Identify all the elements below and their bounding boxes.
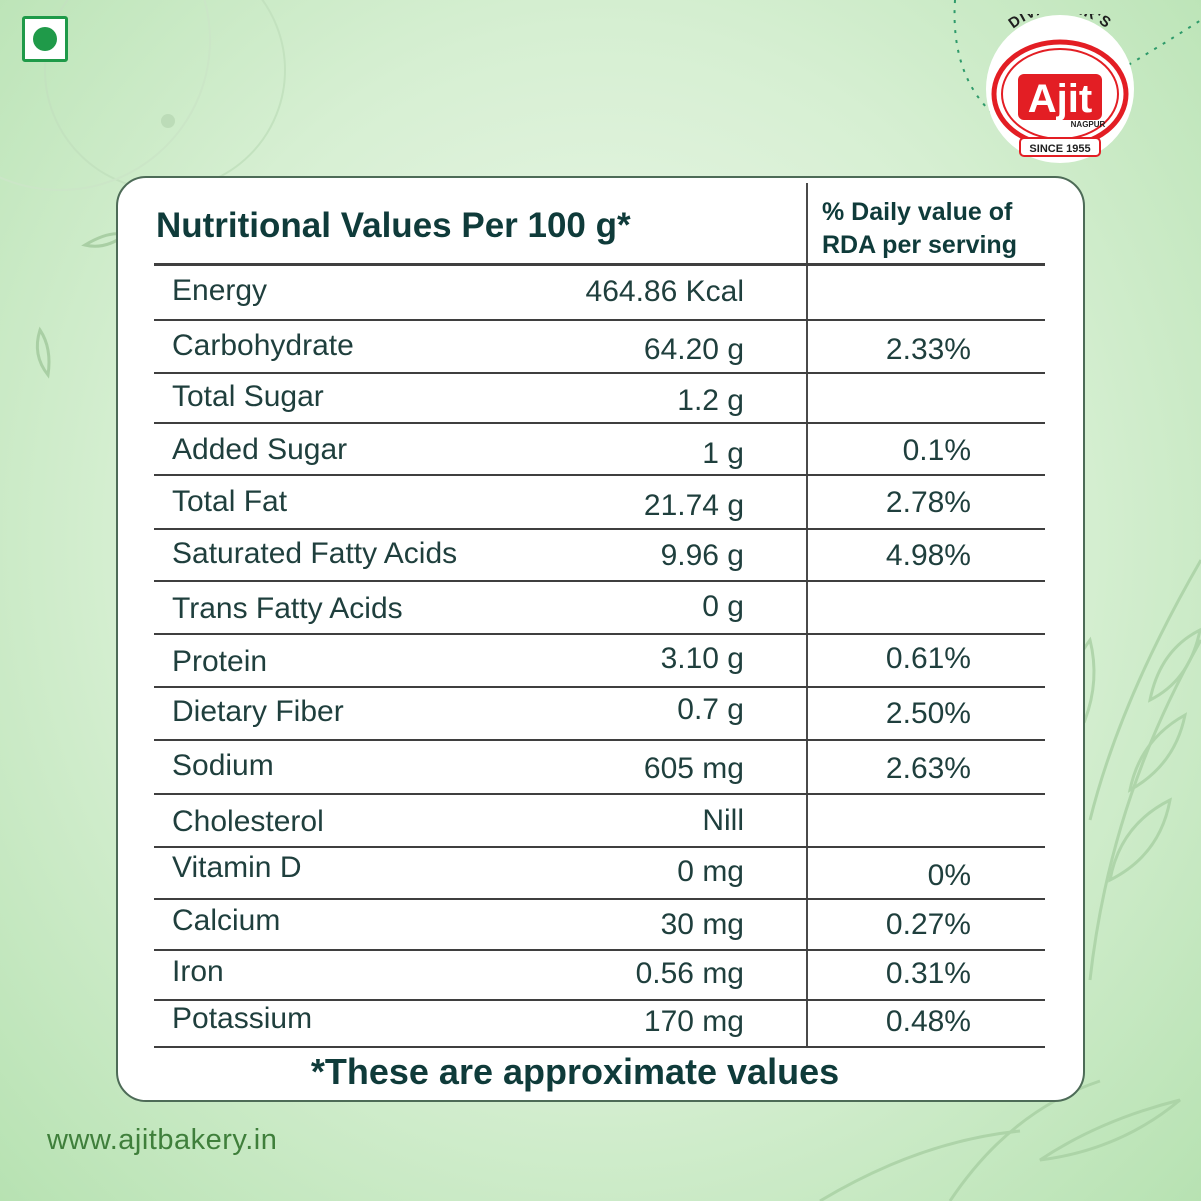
row-divider — [154, 422, 1045, 424]
website-link[interactable]: www.ajitbakery.in — [47, 1124, 278, 1156]
nutrient-label: Carbohydrate — [172, 329, 354, 362]
row-divider — [154, 999, 1045, 1001]
nutrient-label: Calcium — [172, 904, 281, 937]
nutrient-value: 0.7 g — [677, 693, 744, 726]
row-divider — [154, 319, 1045, 321]
nutrient-value: 21.74 g — [643, 489, 744, 522]
nutrient-label: Saturated Fatty Acids — [172, 537, 458, 570]
nutrient-value: 1 g — [702, 437, 744, 470]
brand-since: SINCE 1955 — [1029, 143, 1090, 155]
row-divider — [154, 372, 1045, 374]
nutrient-label: Sodium — [172, 749, 274, 782]
nutrient-value: 9.96 g — [660, 539, 744, 572]
nutrient-label: Iron — [172, 955, 224, 988]
rda-header-line-1: % Daily value of — [822, 198, 1013, 226]
row-divider — [154, 686, 1045, 688]
nutrient-rda-percent: 2.78% — [885, 486, 971, 519]
nutrient-rda-percent: 2.33% — [885, 333, 971, 366]
nutrient-rda-percent: 0.61% — [885, 642, 971, 675]
row-divider — [154, 739, 1045, 741]
nutrient-label: Added Sugar — [172, 433, 348, 466]
nutrient-value: 464.86 Kcal — [585, 275, 744, 308]
row-divider — [154, 528, 1045, 530]
veg-dot-icon — [33, 27, 57, 51]
nutrient-label: Vitamin D — [172, 851, 302, 884]
brand-city: NAGPUR — [1071, 120, 1106, 129]
nutrient-value: Nill — [702, 804, 744, 837]
nutrient-value: 0.56 mg — [635, 957, 744, 990]
nutrient-rda-percent: 0.1% — [902, 434, 971, 467]
nutrient-value: 605 mg — [643, 752, 744, 785]
nutrient-rda-percent: 0.31% — [885, 957, 971, 990]
nutrient-value: 0 mg — [677, 855, 744, 888]
nutrient-label: Total Fat — [172, 485, 288, 518]
nutrient-label: Potassium — [172, 1002, 313, 1035]
rda-header-line-2: RDA per serving — [822, 231, 1017, 259]
nutrient-rda-percent: 0.48% — [885, 1005, 971, 1038]
footnote: *These are approximate values — [310, 1051, 840, 1092]
brand-logo: DIVADKAR'S Ajit NAGPUR SINCE 1955 — [986, 14, 1134, 163]
nutrient-label: Cholesterol — [172, 805, 324, 838]
nutrient-rda-percent: 2.63% — [885, 752, 971, 785]
nutrient-label: Total Sugar — [172, 380, 324, 413]
row-divider — [154, 1046, 1045, 1048]
brand-name: Ajit — [1028, 77, 1092, 121]
nutrient-value: 30 mg — [660, 908, 744, 941]
veg-indicator-icon — [22, 16, 68, 62]
table-title: Nutritional Values Per 100 g* — [156, 206, 631, 245]
nutrient-rda-percent: 2.50% — [885, 697, 971, 730]
nutrient-value: 3.10 g — [660, 642, 744, 675]
nutrient-label: Dietary Fiber — [172, 695, 344, 728]
row-divider — [154, 263, 1045, 266]
row-divider — [154, 846, 1045, 848]
row-divider — [154, 474, 1045, 476]
nutrient-value: 170 mg — [643, 1005, 744, 1038]
nutrient-rda-percent: 0% — [927, 859, 971, 892]
row-divider — [154, 949, 1045, 951]
row-divider — [154, 580, 1045, 582]
nutrient-value: 1.2 g — [677, 384, 744, 417]
nutrient-rda-percent: 0.27% — [885, 908, 971, 941]
rda-column-header: % Daily value of RDA per serving — [822, 196, 1052, 262]
nutrient-value: 64.20 g — [643, 333, 744, 366]
nutrient-label: Trans Fatty Acids — [172, 592, 403, 625]
row-divider — [154, 633, 1045, 635]
row-divider — [154, 898, 1045, 900]
nutrition-card — [116, 176, 1085, 1102]
column-divider — [806, 183, 808, 1048]
nutrient-label: Energy — [172, 274, 268, 307]
row-divider — [154, 793, 1045, 795]
nutrient-rda-percent: 4.98% — [885, 539, 971, 572]
nutrient-value: 0 g — [702, 590, 744, 623]
nutrient-label: Protein — [172, 645, 268, 678]
